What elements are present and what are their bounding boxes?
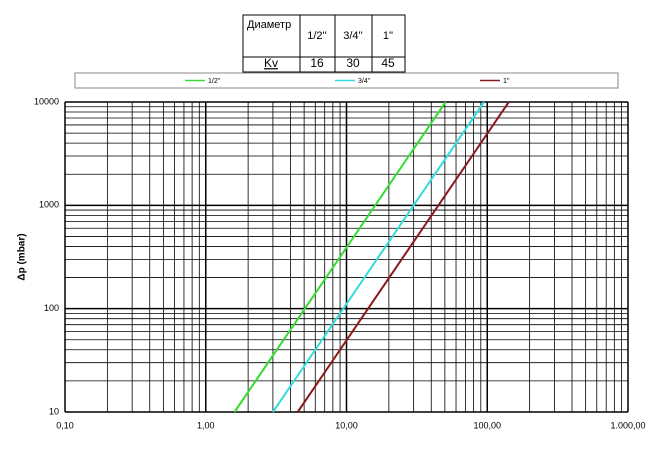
table-cell: 30 [346,56,360,70]
table-cell: 45 [381,56,395,70]
legend-label: 1/2'' [208,78,220,85]
x-tick-label: 1.000,00 [610,420,645,430]
legend-label: 3/4'' [358,78,370,85]
table-cell: 16 [310,56,324,70]
x-tick-label: 0,10 [56,420,74,430]
series-line [233,101,447,413]
table-cell: Kv [264,56,278,70]
x-tick-label: 10,00 [335,420,358,430]
y-tick-label: 1000 [39,200,59,210]
table [242,14,406,73]
x-tick-label: 1,00 [197,420,215,430]
table-header: 3/4'' [343,30,363,42]
x-tick-label: 100,00 [473,420,501,430]
y-tick-label: 100 [44,303,59,313]
table-border [242,14,406,73]
table-header: 1'' [383,30,393,42]
series-line [272,101,485,413]
y-axis-title: Δp (mbar) [17,233,28,280]
y-tick-label: 10 [49,406,59,416]
legend-box [74,72,619,89]
table-header: 1/2'' [307,30,327,42]
y-tick-label: 10000 [34,96,59,106]
series-line [296,101,510,413]
table-header: Диаметр [247,19,291,31]
legend-label: 1'' [503,78,510,85]
